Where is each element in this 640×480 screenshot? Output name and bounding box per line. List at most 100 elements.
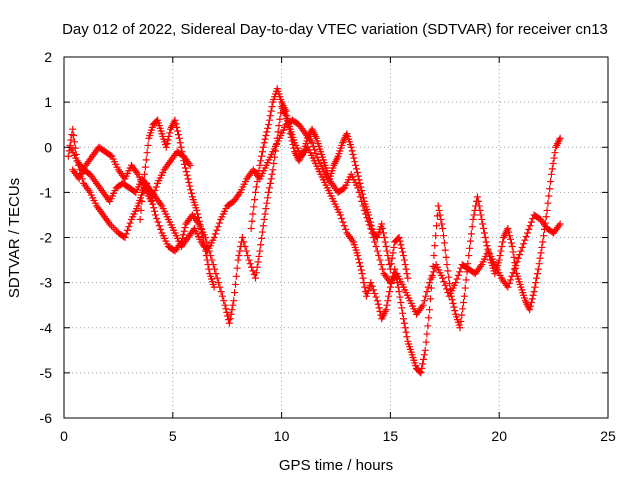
data-point-track-e <box>400 256 408 264</box>
data-point-track-e <box>349 150 357 158</box>
data-point-track-b <box>424 283 432 291</box>
data-point-track-d <box>203 256 211 264</box>
data-point-track-b <box>422 292 430 300</box>
data-point-track-a <box>480 224 488 232</box>
data-point-track-b <box>420 297 428 305</box>
data-point-track-e <box>282 107 290 115</box>
data-point-track-a <box>402 328 410 336</box>
data-point-track-b <box>211 230 219 238</box>
data-point-track-d <box>185 178 193 186</box>
y-tick-label: -5 <box>40 365 53 381</box>
data-point-track-b <box>439 274 447 282</box>
data-point-track-b <box>456 268 464 276</box>
data-point-track-a <box>257 241 265 249</box>
data-point-track-b <box>520 240 528 248</box>
data-point-track-b <box>371 238 379 246</box>
data-point-track-a <box>439 232 447 240</box>
data-point-track-a <box>356 259 364 267</box>
data-point-track-e <box>352 165 360 173</box>
data-point-track-a <box>64 152 72 160</box>
data-point-track-d <box>165 132 173 140</box>
data-point-track-a <box>431 242 439 250</box>
data-point-track-a <box>180 227 188 235</box>
data-point-track-a <box>251 274 259 282</box>
data-point-track-e <box>289 141 297 149</box>
data-point-track-b <box>522 233 530 241</box>
data-point-track-d <box>177 143 185 151</box>
data-point-track-a <box>212 270 220 278</box>
data-point-track-b <box>525 225 533 233</box>
data-point-track-a <box>336 211 344 219</box>
x-tick-label: 15 <box>383 428 399 444</box>
data-point-track-a <box>504 224 512 232</box>
data-point-track-a <box>474 197 482 205</box>
data-point-track-b <box>213 226 221 234</box>
data-point-track-a <box>481 234 489 241</box>
data-point-track-d <box>210 283 218 291</box>
data-point-track-a <box>340 222 348 230</box>
data-point-track-a <box>338 215 346 223</box>
data-point-track-e <box>382 243 390 251</box>
data-point-track-a <box>482 238 490 246</box>
data-point-track-a <box>384 297 392 305</box>
data-point-track-a <box>527 302 535 310</box>
data-point-track-a <box>398 304 406 312</box>
data-point-track-b <box>527 218 535 226</box>
data-point-track-a <box>255 252 263 260</box>
y-tick-label: -1 <box>40 184 53 200</box>
data-point-track-d <box>137 206 145 214</box>
data-point-track-c <box>107 151 115 159</box>
data-point-track-a <box>437 215 445 223</box>
data-point-track-c <box>151 187 159 195</box>
data-point-track-a <box>460 298 468 306</box>
data-point-track-a <box>396 293 404 301</box>
data-point-track-a <box>400 319 408 327</box>
data-point-track-a <box>462 276 470 284</box>
data-point-track-b <box>507 276 515 284</box>
data-point-track-a <box>151 211 159 219</box>
data-point-track-d <box>198 229 206 237</box>
x-tick-labels: 0 5 10 15 20 25 <box>60 428 616 444</box>
data-point-track-a <box>469 215 477 223</box>
data-point-track-b <box>311 146 319 154</box>
y-tick-label: 1 <box>44 94 52 110</box>
data-point-track-d <box>194 210 202 218</box>
data-point-track-e <box>357 183 365 191</box>
data-point-track-a <box>150 204 158 212</box>
data-point-track-a <box>125 223 133 231</box>
data-point-track-e <box>359 190 367 198</box>
data-point-track-b <box>443 285 451 293</box>
data-point-track-e <box>255 167 263 175</box>
x-axis-label: GPS time / hours <box>279 457 393 474</box>
data-point-track-a <box>232 272 240 280</box>
data-point-track-a <box>476 206 484 214</box>
data-point-track-a <box>265 184 273 192</box>
data-point-track-a <box>226 315 234 323</box>
data-point-track-b <box>518 243 526 251</box>
data-point-track-a <box>246 260 254 268</box>
data-point-track-a <box>456 324 464 332</box>
data-point-track-a <box>544 199 552 207</box>
data-point-track-a <box>259 222 267 230</box>
data-point-track-a <box>556 134 564 142</box>
data-point-track-e <box>256 161 264 169</box>
data-point-track-d <box>204 261 212 269</box>
data-point-track-a <box>242 247 250 255</box>
data-point-track-a <box>385 292 393 300</box>
data-point-track-e <box>253 178 261 186</box>
data-point-track-b <box>514 254 522 262</box>
data-point-track-d <box>144 141 152 149</box>
data-point-track-e <box>367 222 375 230</box>
data-point-track-d <box>194 214 202 222</box>
data-point-track-a <box>480 229 488 237</box>
y-axis-label: SDTVAR / TECUs <box>6 178 23 298</box>
data-point-track-e <box>262 132 270 140</box>
data-point-track-e <box>258 148 266 156</box>
data-point-track-a <box>244 252 252 260</box>
data-point-track-a <box>547 170 555 178</box>
data-point-track-a <box>393 279 401 287</box>
data-point-track-d <box>173 123 181 131</box>
data-point-track-a <box>262 205 270 213</box>
x-tick-label: 20 <box>491 428 507 444</box>
